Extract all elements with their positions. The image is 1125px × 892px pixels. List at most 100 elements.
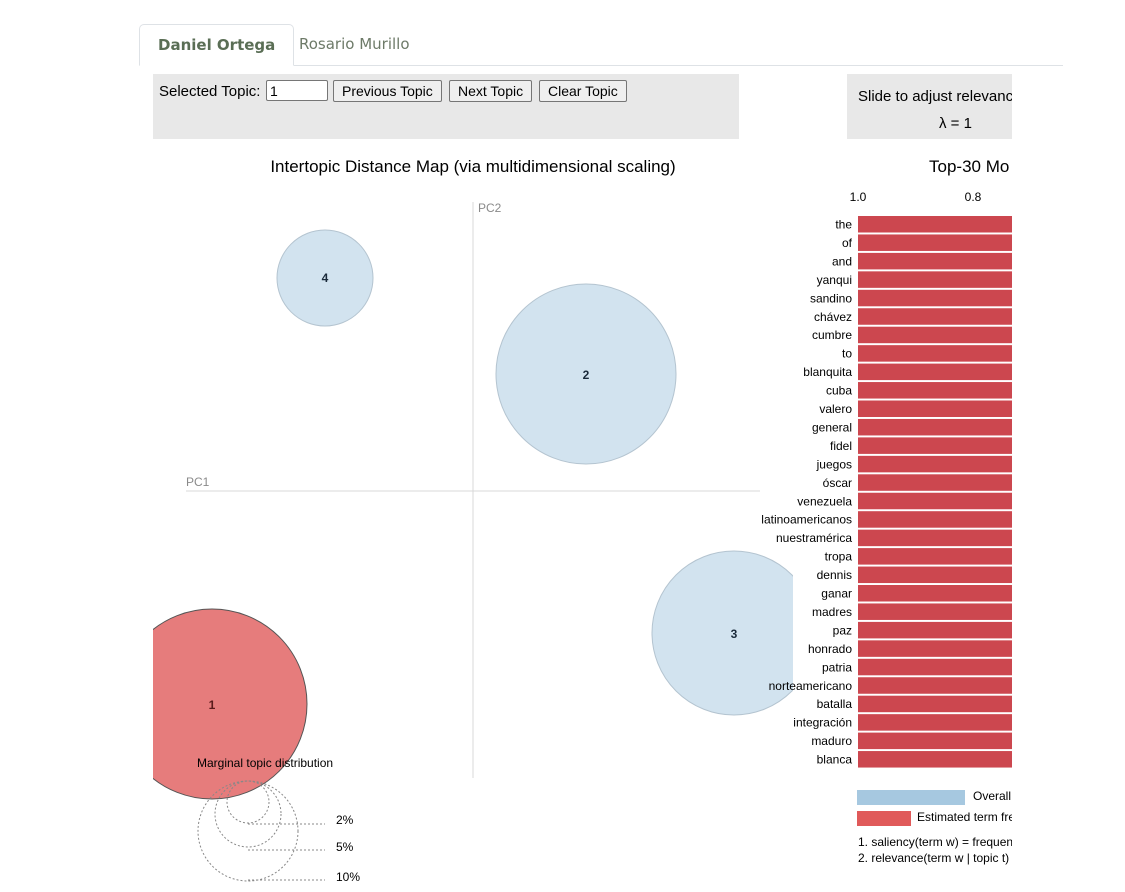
term-label[interactable]: patria [822,660,852,674]
bar-legend: Overall Estimated term fre 1. saliency(t… [857,786,1012,886]
term-bar[interactable] [858,345,1012,362]
pc1-label: PC1 [186,475,210,489]
term-bar[interactable] [858,585,1012,602]
estimated-swatch [857,811,911,826]
term-bar[interactable] [858,382,1012,399]
term-label[interactable]: nuestramérica [776,531,852,545]
term-bar[interactable] [858,271,1012,288]
term-bar[interactable] [858,695,1012,713]
relevance-note: 2. relevance(term w | topic t) [858,851,1010,865]
term-label[interactable]: óscar [823,476,852,490]
selected-topic-input[interactable] [266,80,328,101]
saliency-note: 1. saliency(term w) = frequen [858,835,1012,849]
term-bar[interactable] [858,751,1012,768]
term-label[interactable]: venezuela [797,494,852,508]
term-bar[interactable] [858,603,1012,620]
term-label[interactable]: blanquita [803,365,852,379]
topic-label-4: 4 [322,271,329,285]
term-bar[interactable] [858,308,1012,325]
term-bar[interactable] [858,455,1012,473]
term-bar[interactable] [858,437,1012,454]
term-label[interactable]: paz [833,623,852,637]
term-bar[interactable] [858,252,1012,270]
pc2-label: PC2 [478,201,502,215]
term-label[interactable]: dennis [817,568,852,582]
term-label[interactable]: batalla [817,697,853,711]
overall-label: Overall [973,789,1012,803]
marginal-scale-2pct: 2% [336,813,354,827]
topic-circle-1[interactable]: 1 [153,608,308,800]
term-bar[interactable] [858,492,1012,510]
topic-circle-2[interactable]: 2 [495,283,677,465]
term-label[interactable]: sandino [810,291,852,305]
term-label[interactable]: yanqui [817,273,852,287]
term-bar[interactable] [858,511,1012,528]
term-bar[interactable] [858,400,1012,418]
marginal-distribution-title: Marginal topic distribution [197,756,333,770]
term-label[interactable]: honrado [808,642,852,656]
term-label[interactable]: cumbre [812,328,852,342]
term-label[interactable]: chávez [814,310,852,324]
marginal-scale-10pct: 10% [336,870,360,884]
top-terms-bar-chart: 1.0 0.8 the of and yanqui sandino chávez cumbre… [761,190,1012,768]
lambda-value: λ = 1 [939,115,972,132]
clear-topic-button[interactable]: Clear Topic [539,80,627,102]
term-bar[interactable] [858,216,1012,233]
term-bar[interactable] [858,363,1012,381]
next-topic-button[interactable]: Next Topic [449,80,533,102]
term-label[interactable]: valero [819,402,852,416]
topic-circle-4[interactable]: 4 [276,229,374,327]
term-label[interactable]: of [842,236,853,250]
term-bar[interactable] [858,289,1012,307]
x-tick-label: 1.0 [850,190,867,204]
term-bar[interactable] [858,640,1012,657]
term-bar[interactable] [858,474,1012,491]
topic-label-2: 2 [583,368,590,382]
term-bar[interactable] [858,234,1012,251]
intertopic-map: PC2 PC1 4 2 3 1 Marginal topic distribut… [153,201,793,884]
topic-label-3: 3 [731,627,738,641]
term-label[interactable]: general [812,420,852,434]
term-label[interactable]: norteamericano [769,679,853,693]
overall-swatch [857,790,965,805]
term-label[interactable]: tropa [825,550,853,564]
term-label[interactable]: integración [793,716,852,730]
relevance-slider-panel: Slide to adjust relevanc λ = 1 [847,74,1012,139]
topic-circle-3[interactable]: 3 [651,550,793,716]
term-label[interactable]: the [835,218,852,232]
topic-controls-panel: Selected Topic: Previous Topic Next Topi… [153,74,739,139]
term-label[interactable]: latinoamericanos [761,513,852,527]
term-label[interactable]: juegos [816,457,852,471]
estimated-label: Estimated term fre [917,810,1012,824]
term-bar[interactable] [858,714,1012,731]
term-bar[interactable] [858,732,1012,750]
slider-label: Slide to adjust relevanc [858,88,1012,105]
term-bar[interactable] [858,658,1012,676]
term-label[interactable]: maduro [811,734,852,748]
term-label[interactable]: and [832,254,852,268]
x-tick-label: 0.8 [965,190,982,204]
term-label[interactable]: fidel [830,439,852,453]
term-label[interactable]: madres [812,605,852,619]
term-label[interactable]: blanca [817,753,853,767]
term-bar[interactable] [858,529,1012,547]
bar-chart-title: Top-30 Mo [929,157,1010,176]
marginal-legend-circles [197,780,325,882]
tab-daniel-ortega[interactable]: Daniel Ortega [139,24,295,66]
term-bar[interactable] [858,418,1012,436]
previous-topic-button[interactable]: Previous Topic [333,80,442,102]
marginal-scale-5pct: 5% [336,840,354,854]
term-bar[interactable] [858,326,1012,344]
term-bar[interactable] [858,548,1012,565]
term-label[interactable]: cuba [826,384,852,398]
term-bar[interactable] [858,566,1012,584]
term-bar[interactable] [858,621,1012,639]
term-label[interactable]: ganar [821,587,852,601]
map-title: Intertopic Distance Map (via multidimens… [270,157,676,176]
tab-bar: Daniel Ortega Rosario Murillo [139,24,1063,66]
term-bar[interactable] [858,677,1012,694]
selected-topic-label: Selected Topic: [159,83,261,100]
topic-label-1: 1 [209,698,216,712]
term-label[interactable]: to [842,347,852,361]
tab-rosario-murillo[interactable]: Rosario Murillo [299,35,410,53]
